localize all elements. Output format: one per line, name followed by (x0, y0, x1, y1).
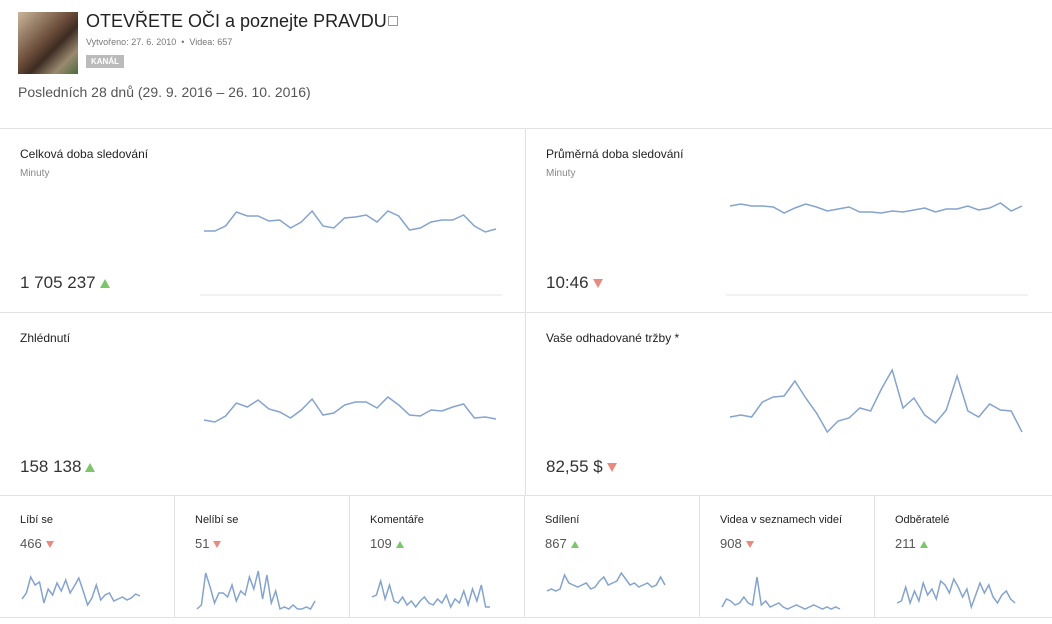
sparkline-area (721, 576, 841, 610)
metric-value: 82,55 $ (546, 456, 603, 476)
metric-subtitle: Minuty (20, 168, 50, 179)
sparkline (729, 367, 1023, 433)
metric-title: Líbí se (20, 514, 54, 526)
small-metric-card[interactable]: Komentáře 109 (350, 495, 525, 617)
metric-value: 51 (195, 536, 210, 551)
metric-value-row: 158 138 (20, 456, 96, 477)
trend-arrow (99, 279, 110, 289)
metric-title: Sdílení (545, 514, 580, 526)
trend-arrow (592, 279, 603, 289)
videos: Videa: 657 (189, 37, 233, 47)
sparkline (371, 578, 490, 609)
trend-arrow (745, 541, 754, 549)
small-metric-card[interactable]: Líbí se 466 (0, 495, 175, 617)
metric-value: 1 705 237 (20, 273, 96, 292)
metric-card[interactable]: Zhlédnutí 158 138 (0, 311, 526, 496)
metric-value-row: 867 (545, 536, 579, 551)
trend-arrow (919, 541, 928, 549)
sparkline-area (196, 570, 316, 611)
metric-value-row: 82,55 $ (546, 457, 617, 477)
metric-title: Odběratelé (895, 514, 950, 526)
small-metric-card[interactable]: Nelíbí se 51 (175, 495, 350, 617)
metric-title: Zhlédnutí (20, 330, 71, 345)
trend-arrow (85, 462, 96, 472)
small-metric-card[interactable]: Videa v seznamech videí 908 (700, 495, 875, 617)
sparkline (729, 202, 1023, 214)
sparkline (21, 575, 141, 607)
sparkline-area (726, 202, 1028, 296)
metric-card[interactable]: Vaše odhadované tržby * 82,55 $ (526, 311, 1052, 496)
channel-meta: Vytvořeno: 27. 6. 2010 • Videa: 657 (86, 37, 233, 47)
metric-title: Videa v seznamech videí (720, 514, 843, 526)
metric-value: 109 (370, 536, 392, 551)
sparkline (204, 209, 497, 233)
metric-value: 158 138 (20, 456, 82, 476)
sparkline-area (21, 575, 141, 607)
trend-arrow (213, 541, 222, 549)
metric-card[interactable]: Průměrná doba sledování Minuty 10:46 (526, 128, 1052, 312)
sparkline-area (546, 571, 666, 592)
trend-arrow (570, 541, 579, 549)
metric-value: 10:46 (546, 273, 589, 292)
metric-value-row: 211 (895, 536, 928, 551)
metric-value: 867 (545, 536, 567, 551)
metric-value: 908 (720, 536, 742, 551)
sparkline-area (896, 577, 1016, 610)
trend-arrow (395, 541, 404, 549)
sparkline-area (729, 367, 1023, 433)
metric-value-row: 466 (20, 536, 54, 551)
metric-value-row: 1 705 237 (20, 273, 110, 293)
sparkline-area (200, 209, 502, 296)
metric-title: Celková doba sledování (20, 147, 149, 161)
metric-subtitle: Minuty (546, 168, 576, 179)
metric-card[interactable]: Celková doba sledování Minuty 1 705 237 (0, 128, 526, 312)
thumbnail (18, 12, 78, 74)
badge: KANÁL (86, 55, 124, 68)
period: Posledních 28 dnů (29. 9. 2016 – 26. 10.… (18, 84, 311, 100)
bottom-border (0, 617, 1052, 618)
small-metric-card[interactable]: Sdílení 867 (525, 495, 700, 617)
metric-title: Komentáře (370, 514, 424, 526)
metric-title: Nelíbí se (195, 514, 239, 526)
sparkline (546, 571, 666, 592)
trend-arrow (606, 462, 617, 472)
metric-value-row: 10:46 (546, 273, 603, 293)
sparkline (203, 395, 497, 423)
sparkline-area (371, 578, 490, 609)
trend-arrow (45, 541, 54, 549)
metric-value-row: 51 (195, 536, 222, 551)
metric-value: 466 (20, 536, 42, 551)
metric-value: 211 (895, 536, 916, 551)
metric-value-row: 109 (370, 536, 404, 551)
sparkline-area (203, 395, 497, 423)
metric-value-row: 908 (720, 536, 754, 551)
created: Vytvořeno: 27. 6. 2010 (86, 37, 177, 47)
sparkline (196, 570, 316, 611)
metric-title: Průměrná doba sledování (546, 147, 684, 161)
small-metric-card[interactable]: Odběratelé 211 (875, 495, 1052, 617)
metric-title: Vaše odhadované tržby * (546, 330, 680, 345)
external-icon[interactable] (388, 16, 398, 26)
sparkline (896, 577, 1016, 610)
sparkline (721, 576, 841, 610)
channel-title[interactable]: OTEVŘETE OČI a poznejte PRAVDU (86, 11, 387, 31)
